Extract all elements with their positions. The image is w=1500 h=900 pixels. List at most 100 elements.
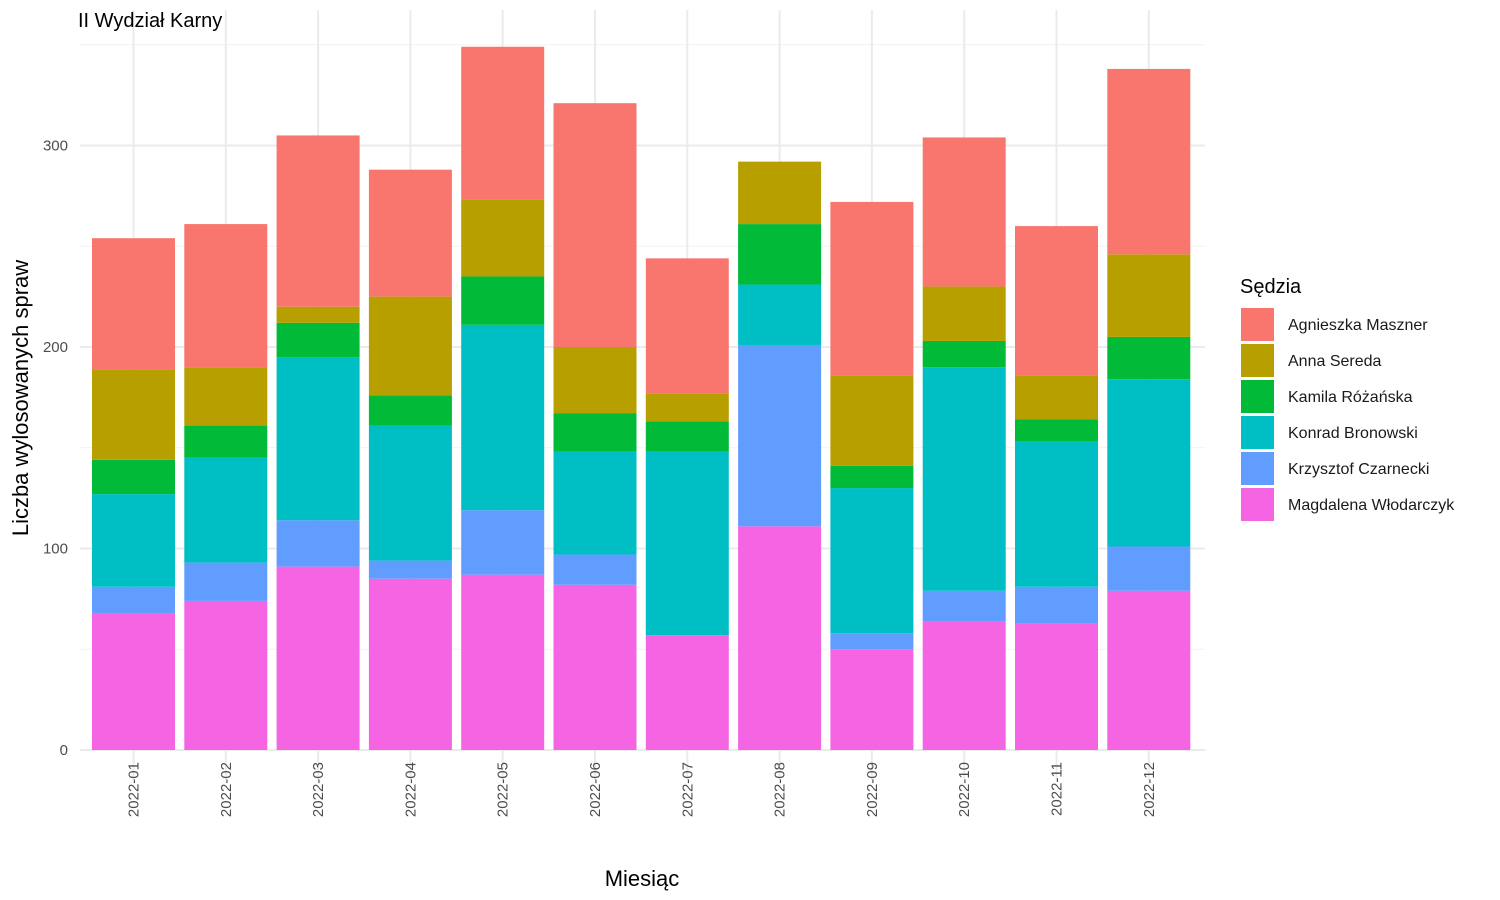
x-axis-ticks: 2022-01 2022-02 2022-03 2022-04 2022-05 2022-… [126, 762, 1158, 817]
bar-segment [1107, 546, 1191, 591]
bar-segment [184, 224, 268, 368]
bar-segment [830, 488, 914, 634]
bar-segment [92, 459, 175, 495]
bar-segment [1015, 226, 1098, 376]
x-tick-label: 2022-01 [126, 762, 143, 817]
bar-segment [276, 566, 360, 750]
bar-segment [92, 369, 175, 460]
legend-key [1241, 308, 1274, 341]
bars [92, 46, 1191, 750]
bar-segment [553, 347, 637, 414]
bar-segment [553, 413, 637, 452]
bar-segment [276, 520, 360, 567]
bar-segment [184, 457, 268, 563]
bar-segment [92, 586, 175, 613]
x-tick-label: 2022-04 [402, 762, 419, 817]
bar-segment [830, 633, 914, 650]
legend-key [1241, 452, 1274, 485]
bar-segment [461, 324, 545, 511]
bar-segment [1107, 68, 1191, 255]
bar-segment [1015, 375, 1098, 420]
x-tick-label: 2022-10 [956, 762, 973, 817]
y-tick-label: 0 [60, 742, 68, 759]
legend-key [1241, 488, 1274, 521]
legend-label: Magdalena Włodarczyk [1288, 497, 1455, 514]
x-tick-label: 2022-03 [310, 762, 327, 817]
legend-key [1241, 344, 1274, 377]
x-tick-label: 2022-09 [864, 762, 881, 817]
bar-segment [738, 161, 822, 225]
bar-segment [368, 578, 452, 750]
y-tick-label: 100 [43, 541, 68, 558]
bar-segment [645, 635, 729, 750]
bar-segment [276, 357, 360, 521]
x-tick-label: 2022-11 [1049, 762, 1066, 816]
bar-segment [645, 451, 729, 636]
bar-segment [738, 284, 822, 345]
bar-segment [553, 451, 637, 555]
bar-segment [92, 238, 175, 370]
y-tick-label: 200 [43, 339, 68, 356]
y-axis-ticks: 0 100 200 300 [43, 138, 68, 760]
legend-label: Krzysztof Czarnecki [1288, 461, 1429, 478]
bar-segment [276, 306, 360, 323]
x-tick-label: 2022-06 [587, 762, 604, 817]
bar-segment [922, 621, 1006, 750]
y-axis-title: Liczba wylosowanych spraw [8, 260, 33, 536]
legend: Sędzia Agnieszka Maszner Anna Sereda Kamil… [1240, 276, 1455, 521]
bar-segment [1107, 254, 1191, 337]
bar-segment [368, 169, 452, 297]
bar-segment [184, 562, 268, 601]
x-tick-label: 2022-02 [218, 762, 235, 817]
bar-segment [645, 421, 729, 452]
bar-segment [276, 135, 360, 307]
bar-segment [553, 103, 637, 347]
legend-label: Anna Sereda [1288, 353, 1382, 370]
bar-segment [830, 201, 914, 376]
bar-segment [1015, 623, 1098, 750]
bar-segment [922, 137, 1006, 287]
bar-segment [645, 258, 729, 394]
bar-segment [276, 322, 360, 358]
bar-segment [738, 224, 822, 285]
y-tick-label: 300 [43, 138, 68, 155]
bar-segment [368, 560, 452, 579]
bar-segment [184, 367, 268, 426]
bar-segment [645, 393, 729, 422]
bar-segment [1015, 586, 1098, 624]
bar-segment [461, 46, 545, 200]
bar-segment [184, 600, 268, 750]
bar-segment [830, 649, 914, 750]
bar-segment [738, 526, 822, 750]
x-tick-label: 2022-12 [1141, 762, 1158, 817]
bar-segment [368, 425, 452, 561]
legend-label: Kamila Różańska [1288, 389, 1413, 406]
chart-title: II Wydział Karny [78, 10, 222, 32]
legend-title: Sędzia [1240, 276, 1302, 298]
bar-segment [830, 465, 914, 489]
x-tick-label: 2022-07 [679, 762, 696, 817]
x-tick-label: 2022-08 [772, 762, 789, 817]
bar-segment [922, 286, 1006, 341]
bar-segment [1015, 441, 1098, 587]
bar-segment [92, 612, 175, 750]
bar-segment [368, 296, 452, 396]
legend-label: Agnieszka Maszner [1288, 317, 1428, 334]
bar-segment [922, 367, 1006, 591]
legend-label: Konrad Bronowski [1288, 425, 1418, 442]
bar-segment [1107, 379, 1191, 547]
bar-segment [461, 199, 545, 277]
bar-segment [184, 425, 268, 458]
bar-segment [368, 395, 452, 426]
bar-segment [553, 584, 637, 750]
x-axis-title: Miesiąc [605, 866, 680, 891]
bar-segment [1107, 336, 1191, 380]
bar-segment [461, 510, 545, 575]
bar-segment [1107, 590, 1191, 750]
x-tick-label: 2022-05 [495, 762, 512, 817]
bar-segment [738, 344, 822, 527]
legend-key [1241, 380, 1274, 413]
bar-segment [553, 554, 637, 585]
bar-segment [922, 590, 1006, 622]
